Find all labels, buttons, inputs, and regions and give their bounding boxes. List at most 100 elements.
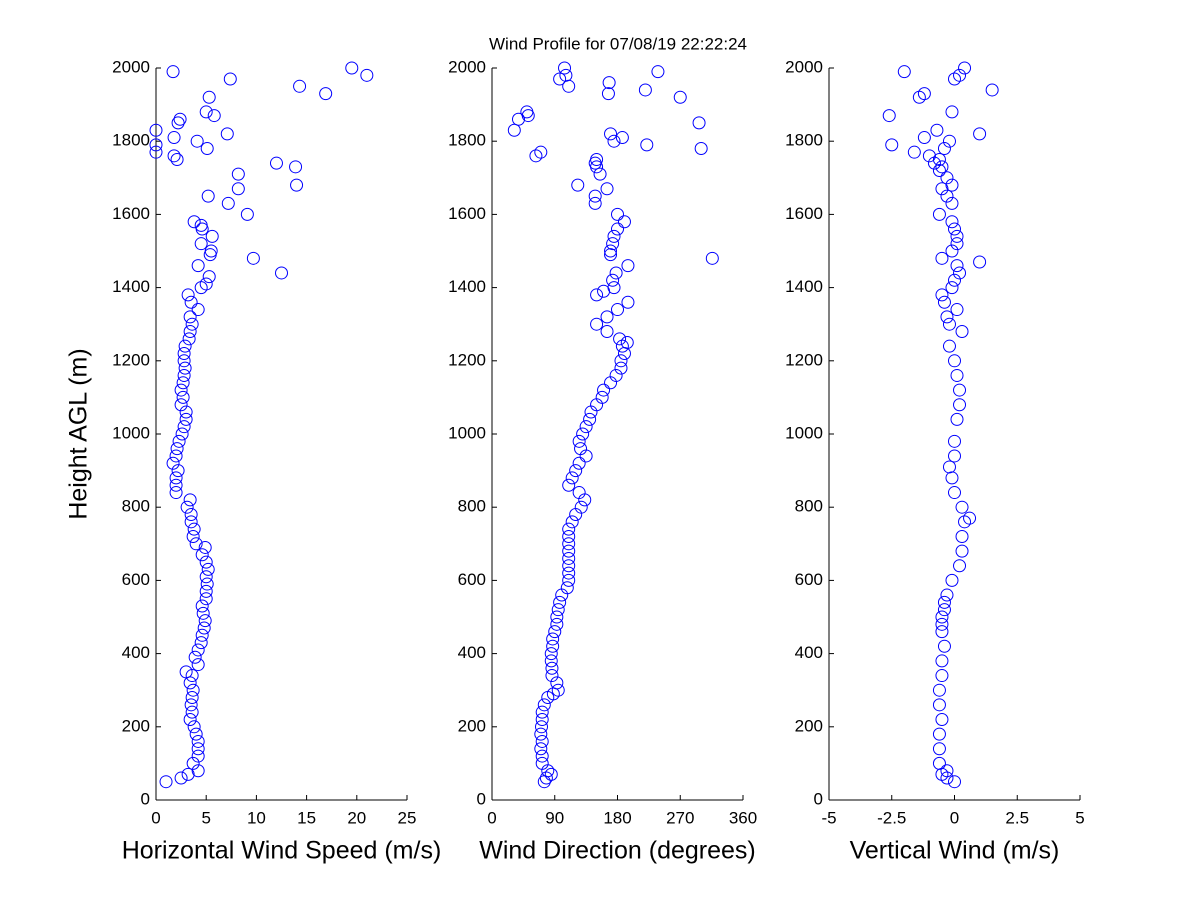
point — [930, 123, 944, 137]
y-tick-label: 2000 — [112, 57, 150, 76]
point — [955, 529, 969, 543]
point — [614, 354, 628, 368]
point — [186, 529, 200, 543]
x-axis-label: Wind Direction (degrees) — [479, 837, 756, 865]
point — [576, 427, 590, 441]
point — [169, 478, 183, 492]
x-tick-label: 5 — [201, 808, 210, 827]
point — [535, 712, 549, 726]
point — [953, 68, 967, 82]
y-tick-label: 200 — [795, 716, 823, 735]
point — [692, 116, 706, 130]
point — [940, 189, 954, 203]
point — [544, 767, 558, 781]
point — [293, 79, 307, 93]
point — [617, 215, 631, 229]
point — [189, 537, 203, 551]
point — [194, 237, 208, 251]
point — [184, 295, 198, 309]
y-tick-label: 0 — [141, 789, 150, 808]
point — [188, 650, 202, 664]
point — [588, 189, 602, 203]
y-tick-label: 400 — [795, 643, 823, 662]
point — [167, 131, 181, 145]
point — [240, 207, 254, 221]
point — [199, 277, 213, 291]
point — [178, 339, 192, 353]
point — [940, 310, 954, 324]
point — [945, 105, 959, 119]
point — [922, 149, 936, 163]
point — [948, 434, 961, 448]
point — [183, 712, 197, 726]
point — [593, 167, 607, 181]
point — [520, 105, 534, 119]
y-tick-label: 600 — [795, 570, 823, 589]
point — [950, 368, 964, 382]
point — [907, 145, 921, 159]
point — [614, 361, 628, 375]
point — [565, 515, 579, 529]
point — [551, 603, 565, 617]
point — [200, 142, 214, 156]
y-tick-label: 1000 — [112, 423, 150, 442]
x-tick-label: 270 — [666, 808, 694, 827]
point — [149, 123, 163, 137]
x-tick-label: 2.5 — [1005, 808, 1029, 827]
point — [166, 65, 180, 79]
y-tick-label: 800 — [122, 497, 150, 516]
point — [590, 317, 604, 331]
point — [534, 727, 548, 741]
point — [948, 222, 961, 236]
y-tick-label: 1800 — [448, 131, 486, 150]
point — [180, 500, 194, 514]
point — [169, 486, 183, 500]
point — [615, 339, 629, 353]
point — [202, 90, 216, 104]
point — [191, 643, 205, 657]
point — [175, 427, 189, 441]
point — [167, 149, 181, 163]
point — [177, 346, 191, 360]
point — [534, 145, 548, 159]
point — [955, 544, 969, 558]
point — [885, 138, 899, 152]
point — [602, 76, 616, 90]
point — [183, 325, 197, 339]
x-tick-label: 360 — [729, 808, 757, 827]
point — [174, 383, 188, 397]
y-tick-label: 1200 — [112, 350, 150, 369]
point — [935, 712, 949, 726]
point — [937, 595, 951, 609]
point — [198, 540, 212, 554]
point — [275, 266, 288, 280]
point — [958, 61, 972, 75]
point — [195, 548, 209, 562]
point — [583, 412, 597, 426]
x-tick-label: -5 — [821, 808, 836, 827]
point — [199, 555, 213, 569]
point — [360, 68, 374, 82]
point — [186, 683, 200, 697]
y-tick-label: 400 — [122, 643, 150, 662]
point — [539, 771, 553, 785]
y-tick-label: 0 — [477, 789, 486, 808]
point — [171, 464, 185, 478]
point — [937, 295, 951, 309]
point — [172, 434, 186, 448]
y-tick-label: 800 — [458, 497, 486, 516]
point — [611, 222, 624, 236]
point — [600, 182, 614, 196]
chart-title: Wind Profile for 07/08/19 22:22:24 — [489, 34, 747, 53]
point — [205, 229, 219, 243]
point — [953, 559, 967, 573]
point — [955, 500, 969, 514]
point — [185, 705, 199, 719]
point — [574, 442, 588, 456]
x-tick-label: 0 — [151, 808, 160, 827]
point — [940, 588, 954, 602]
point — [607, 281, 621, 295]
point — [932, 163, 946, 177]
point — [546, 639, 560, 653]
